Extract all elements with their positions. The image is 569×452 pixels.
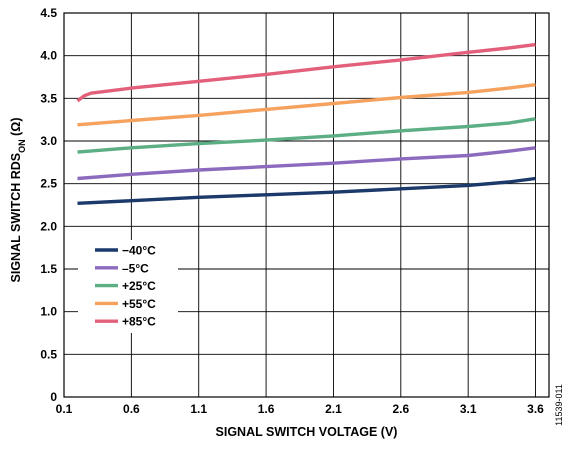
y-tick-label: 4.5: [40, 6, 57, 20]
y-tick-label: 3.0: [40, 134, 57, 148]
y-tick-label: 3.5: [40, 91, 57, 105]
legend-label: +55°C: [122, 297, 156, 311]
series-lines: [76, 42, 536, 205]
series-line-3: [77, 83, 536, 127]
x-tick-label: 3.1: [460, 402, 477, 416]
legend-background: [78, 240, 178, 333]
legend-label: –5°C: [122, 261, 149, 275]
y-axis-title-subscript: ON: [17, 139, 27, 153]
series-line-2: [77, 117, 536, 154]
x-tick-label: 0.1: [56, 402, 73, 416]
y-tick-label: 1.0: [40, 305, 57, 319]
x-axis-title: SIGNAL SWITCH VOLTAGE (V): [216, 425, 398, 439]
x-tick-label: 1.6: [258, 402, 275, 416]
legend-label: +25°C: [122, 279, 156, 293]
series-line-4: [76, 42, 536, 103]
tick-labels: 0 0.5 1.0 1.5 2.0 2.5 3.0 3.5 4.0 4.5 0.1 0.6 1.1 1.6…: [40, 6, 544, 416]
legend: −40°C –5°C +25°C +55°C +85°C: [78, 240, 178, 333]
y-tick-label: 2.5: [40, 177, 57, 191]
y-axis-title: SIGNAL SWITCH RDSON (Ω): [9, 118, 27, 283]
legend-label: +85°C: [122, 315, 156, 329]
y-tick-label: 2.0: [40, 219, 57, 233]
plot-frame: [63, 12, 550, 398]
x-tick-label: 0.6: [123, 402, 140, 416]
y-axis-title-unit: (Ω): [9, 118, 23, 140]
figure-id: 11539-011: [554, 384, 564, 426]
y-axis-title-main: SIGNAL SWITCH RDS: [9, 153, 23, 283]
y-tick-label: 4.0: [40, 49, 57, 63]
x-tick-label: 1.1: [190, 402, 207, 416]
series-line-1: [77, 146, 536, 181]
y-tick-label: 1.5: [40, 262, 57, 276]
y-tick-label: 0: [50, 390, 57, 404]
series-line-0: [77, 176, 536, 205]
legend-label: −40°C: [122, 244, 156, 258]
x-tick-label: 3.6: [527, 402, 544, 416]
y-tick-label: 0.5: [40, 347, 57, 361]
x-tick-label: 2.1: [325, 402, 342, 416]
x-tick-label: 2.6: [392, 402, 409, 416]
